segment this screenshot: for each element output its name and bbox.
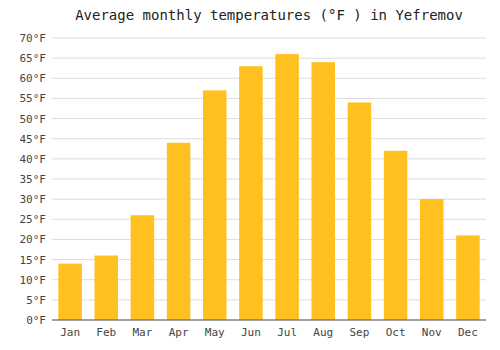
x-tick-label: May [205, 326, 225, 339]
x-tick-label: Aug [313, 326, 333, 339]
y-tick-label: 45°F [20, 133, 47, 146]
grid-line [52, 179, 486, 180]
x-tick-label: Feb [96, 326, 116, 339]
bar [94, 256, 118, 320]
grid-line [52, 38, 486, 39]
y-tick-label: 70°F [20, 32, 47, 45]
y-tick-label: 10°F [20, 274, 47, 287]
y-tick-label: 5°F [26, 294, 46, 307]
x-tick-label: Oct [386, 326, 406, 339]
grid-line [52, 138, 486, 139]
bar [275, 54, 299, 320]
y-tick-label: 55°F [20, 92, 47, 105]
y-tick-label: 30°F [20, 193, 47, 206]
bar [348, 102, 372, 320]
grid-line [52, 78, 486, 79]
y-tick-label: 20°F [20, 233, 47, 246]
x-tick-label: Jan [60, 326, 80, 339]
grid-line [52, 98, 486, 99]
x-tick-label: Jun [241, 326, 261, 339]
bar [58, 264, 82, 320]
y-tick-label: 40°F [20, 153, 47, 166]
x-axis-line [52, 320, 486, 321]
x-tick-label: Jul [277, 326, 297, 339]
grid-line [52, 320, 486, 321]
bar [456, 235, 480, 320]
y-tick-label: 60°F [20, 72, 47, 85]
bars [58, 54, 479, 320]
grid-line [52, 158, 486, 159]
x-tick-label: Mar [132, 326, 152, 339]
chart: Average monthly temperatures (°F ) in Ye… [0, 0, 500, 350]
y-tick-label: 0°F [26, 314, 46, 327]
bar [131, 215, 155, 320]
bar [167, 143, 191, 320]
x-tick-label: Apr [169, 326, 189, 339]
x-tick-label: Sep [349, 326, 369, 339]
y-tick-label: 15°F [20, 254, 47, 267]
grid [52, 38, 486, 320]
grid-line [52, 58, 486, 59]
y-tick-label: 35°F [20, 173, 47, 186]
bar [203, 90, 227, 320]
bar [420, 199, 444, 320]
title: Average monthly temperatures (°F ) in Ye… [75, 7, 463, 23]
y-tick-label: 65°F [20, 52, 47, 65]
bar [239, 66, 263, 320]
x-tick-label: Dec [458, 326, 478, 339]
y-tick-label: 50°F [20, 113, 47, 126]
bar [311, 62, 335, 320]
y-tick-label: 25°F [20, 213, 47, 226]
grid-line [52, 118, 486, 119]
bar [384, 151, 408, 320]
x-tick-label: Nov [422, 326, 442, 339]
